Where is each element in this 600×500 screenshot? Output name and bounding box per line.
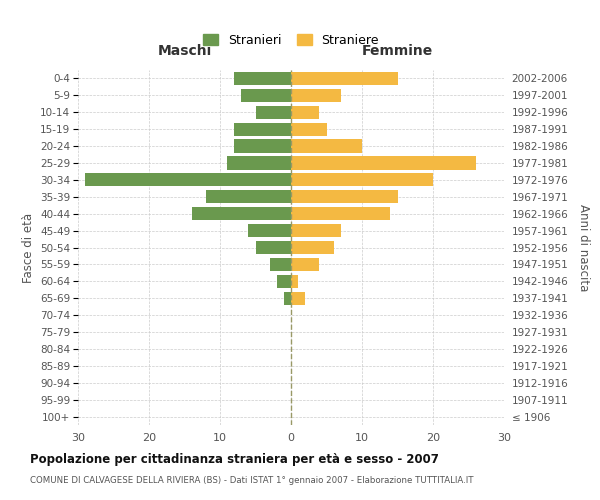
- Bar: [291, 241, 334, 254]
- Text: Femmine: Femmine: [362, 44, 433, 58]
- Bar: [191, 207, 291, 220]
- Bar: [248, 224, 291, 237]
- Bar: [291, 174, 433, 186]
- Bar: [291, 140, 362, 152]
- Bar: [227, 156, 291, 170]
- Bar: [291, 156, 476, 170]
- Bar: [291, 72, 398, 85]
- Bar: [291, 89, 341, 102]
- Bar: [85, 174, 291, 186]
- Text: Popolazione per cittadinanza straniera per età e sesso - 2007: Popolazione per cittadinanza straniera p…: [30, 452, 439, 466]
- Bar: [291, 207, 391, 220]
- Bar: [256, 106, 291, 119]
- Bar: [277, 274, 291, 288]
- Bar: [256, 241, 291, 254]
- Bar: [291, 258, 319, 271]
- Legend: Stranieri, Straniere: Stranieri, Straniere: [199, 30, 383, 50]
- Bar: [284, 292, 291, 305]
- Bar: [291, 274, 298, 288]
- Bar: [291, 106, 319, 119]
- Bar: [291, 190, 398, 203]
- Y-axis label: Anni di nascita: Anni di nascita: [577, 204, 590, 291]
- Bar: [241, 89, 291, 102]
- Text: Maschi: Maschi: [157, 44, 212, 58]
- Bar: [234, 72, 291, 85]
- Bar: [234, 122, 291, 136]
- Bar: [291, 224, 341, 237]
- Bar: [206, 190, 291, 203]
- Bar: [291, 122, 326, 136]
- Bar: [291, 292, 305, 305]
- Y-axis label: Fasce di età: Fasce di età: [22, 212, 35, 282]
- Bar: [270, 258, 291, 271]
- Text: COMUNE DI CALVAGESE DELLA RIVIERA (BS) - Dati ISTAT 1° gennaio 2007 - Elaborazio: COMUNE DI CALVAGESE DELLA RIVIERA (BS) -…: [30, 476, 473, 485]
- Bar: [234, 140, 291, 152]
